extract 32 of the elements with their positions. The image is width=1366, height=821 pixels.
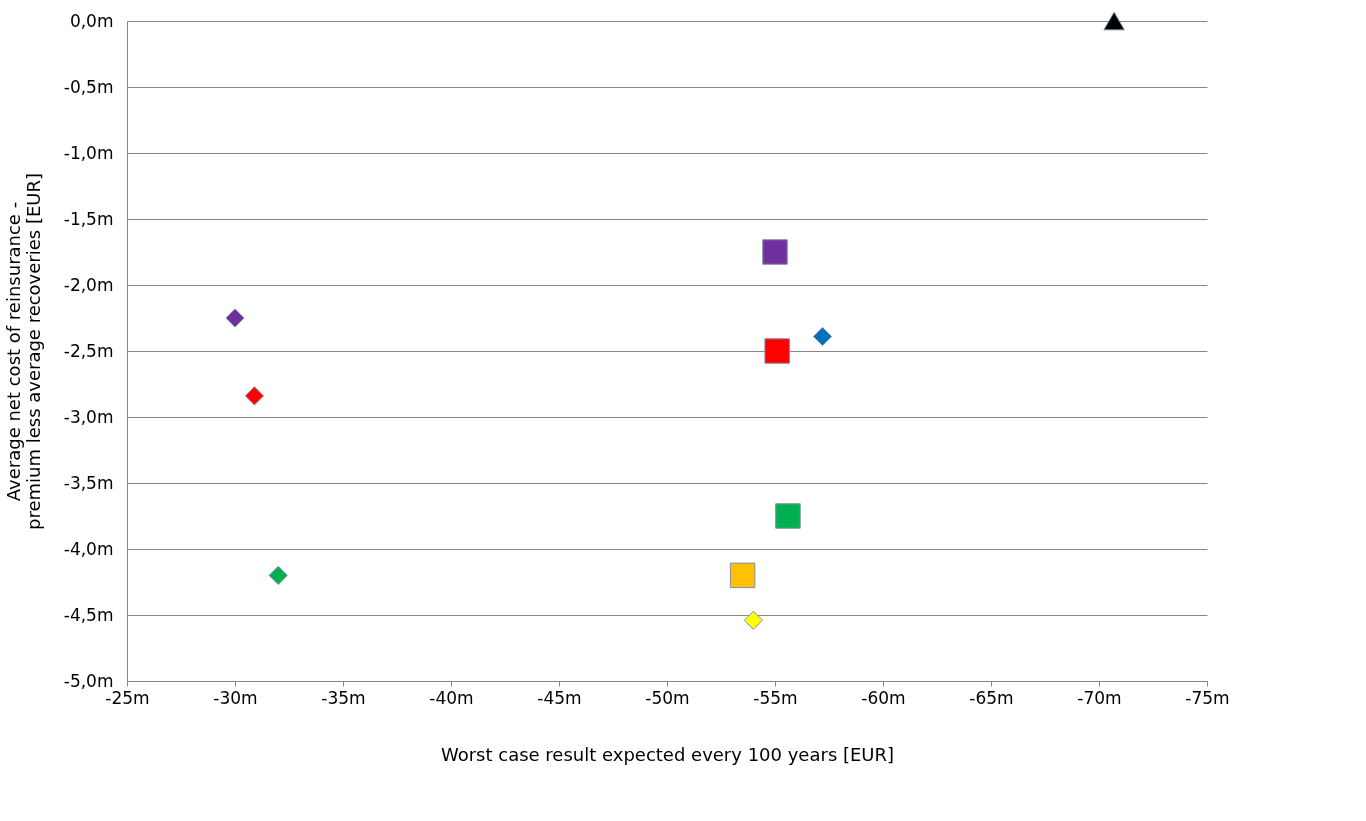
x-tick-label: -45m <box>537 687 582 708</box>
y-tick-label: -3,5m <box>63 472 114 493</box>
point <box>729 562 756 589</box>
y-tick-label: -2,0m <box>63 274 114 295</box>
y-tick-label: -1,5m <box>63 208 114 229</box>
x-tick-label: -75m <box>1185 687 1230 708</box>
x-axis-title: Worst case result expected every 100 years [EUR] <box>440 743 895 765</box>
point <box>743 610 763 630</box>
x-tick-label: -70m <box>1077 687 1122 708</box>
x-tick-label: -40m <box>429 687 474 708</box>
y-tick-label: -2,5m <box>63 340 114 361</box>
x-tick-label: -35m <box>321 687 366 708</box>
y-tick-label: -3,0m <box>63 406 114 427</box>
y-tick-label: -4,5m <box>63 604 114 625</box>
y-tick-label: -4,0m <box>63 538 114 559</box>
point <box>764 338 790 364</box>
y-axis-title: Average net cost of reinsurance - premium less average recoveries [EUR] <box>2 172 44 531</box>
x-tick-label: -55m <box>753 687 798 708</box>
point <box>775 503 801 529</box>
point <box>762 239 788 265</box>
point <box>1103 11 1125 31</box>
y-tick-label: -0,5m <box>63 76 114 97</box>
point <box>268 565 288 585</box>
x-tick-label: -60m <box>861 687 906 708</box>
y-tick-label: 0,0m <box>69 10 114 31</box>
point <box>225 308 245 328</box>
x-tick-label: -30m <box>213 687 258 708</box>
x-tick-label: -65m <box>969 687 1014 708</box>
x-tick-label: -50m <box>645 687 690 708</box>
point <box>244 386 265 406</box>
point <box>812 326 833 347</box>
y-tick-label: -1,0m <box>63 142 114 163</box>
